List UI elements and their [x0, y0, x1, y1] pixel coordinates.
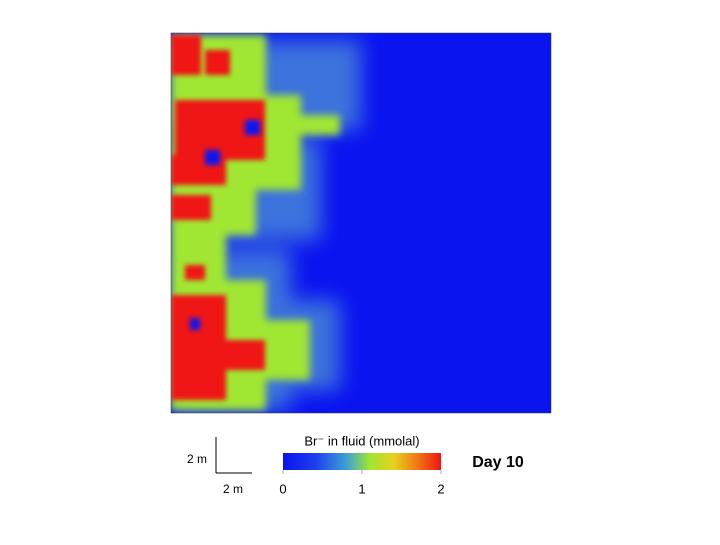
map-frame: [170, 32, 552, 414]
colorbar-tick-label: 1: [358, 481, 365, 496]
scale-label: 2 m: [187, 452, 207, 466]
colorbar-tick-label: 2: [437, 481, 444, 496]
scale-label: 2 m: [223, 482, 243, 496]
colorbar-label: Br⁻ in fluid (mmolal): [304, 433, 419, 448]
colorbar: [283, 453, 441, 470]
concentration-map: [171, 33, 551, 413]
colorbar-tick-label: 0: [279, 481, 286, 496]
colorbar-ticks: 0 1 2: [279, 470, 445, 496]
time-label: Day 10: [472, 454, 524, 471]
scale-bar: 2 m 2 m: [187, 437, 252, 496]
